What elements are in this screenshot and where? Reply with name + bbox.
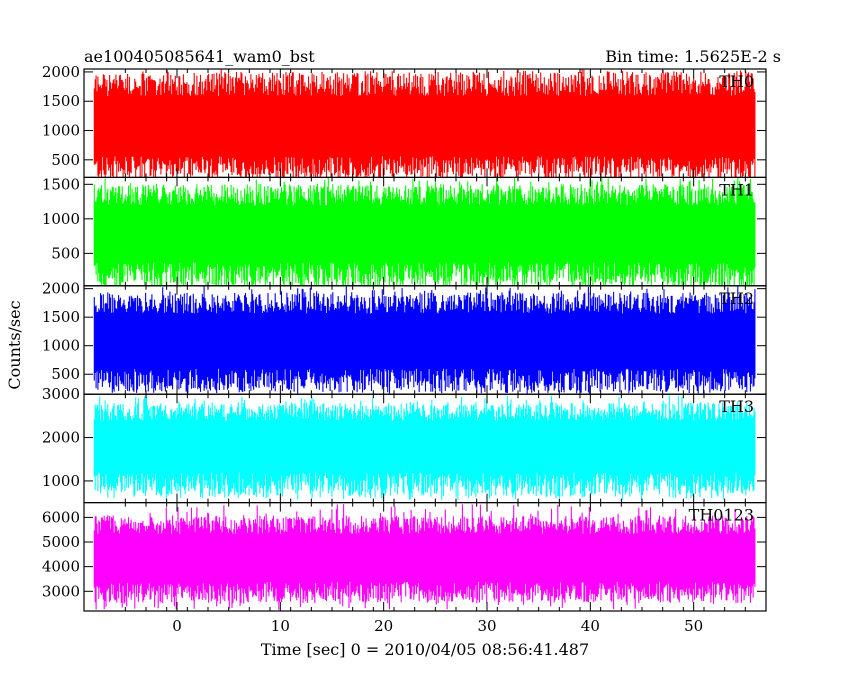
y-tick-label: 500 <box>51 244 80 262</box>
bin-time-label: Bin time: 1.5625E-2 s <box>605 47 781 66</box>
x-tick-label: 40 <box>581 617 600 635</box>
x-tick-label: 30 <box>477 617 496 635</box>
series-th1 <box>93 177 756 286</box>
panel-label: TH0 <box>719 72 754 91</box>
y-tick-label: 1500 <box>42 175 80 193</box>
y-tick-label: 1500 <box>42 92 80 110</box>
y-tick-label: 1500 <box>42 308 80 326</box>
panel-label: TH3 <box>719 397 754 416</box>
y-axis-label: Counts/sec <box>5 300 24 389</box>
x-tick-label: 0 <box>172 617 182 635</box>
panel-th0: 500 1000 1500 2000 TH0 <box>42 63 767 179</box>
y-tick-label: 1000 <box>42 472 80 490</box>
series-th2 <box>93 286 756 394</box>
series-th0123 <box>93 504 756 610</box>
y-tick-label: 2000 <box>42 429 80 447</box>
panel-label: TH2 <box>719 289 754 308</box>
y-tick-label: 5000 <box>42 533 80 551</box>
panel-th3: 1000 2000 3000 TH3 <box>42 385 767 504</box>
plot-title: ae100405085641_wam0_bst <box>84 47 315 66</box>
x-axis-label: Time [sec] 0 = 2010/04/05 08:56:41.487 <box>261 640 589 659</box>
series-th0 <box>93 69 756 178</box>
panel-th0123: 3000 4000 5000 6000 TH0123 0 10 20 30 40 50 <box>42 502 767 635</box>
y-tick-label: 3000 <box>42 385 80 403</box>
y-tick-label: 1000 <box>42 122 80 140</box>
y-tick-label: 500 <box>51 365 80 383</box>
y-tick-label: 500 <box>51 151 80 169</box>
series-th3 <box>93 395 756 500</box>
panel-label: TH0123 <box>689 506 754 525</box>
panel-th1: 500 1000 1500 TH1 <box>42 175 767 287</box>
y-tick-label: 1000 <box>42 210 80 228</box>
x-tick-label: 20 <box>374 617 393 635</box>
x-tick-label: 50 <box>684 617 703 635</box>
panel-frame <box>83 502 767 612</box>
y-tick-label: 1000 <box>42 337 80 355</box>
panel-th2: 500 1000 1500 2000 TH2 <box>42 280 767 395</box>
y-tick-label: 6000 <box>42 508 80 526</box>
panel-label: TH1 <box>719 180 754 199</box>
y-tick-label: 3000 <box>42 582 80 600</box>
y-tick-label: 4000 <box>42 558 80 576</box>
y-tick-label: 2000 <box>42 63 80 81</box>
y-tick-label: 2000 <box>42 280 80 298</box>
x-tick-label: 10 <box>271 617 290 635</box>
